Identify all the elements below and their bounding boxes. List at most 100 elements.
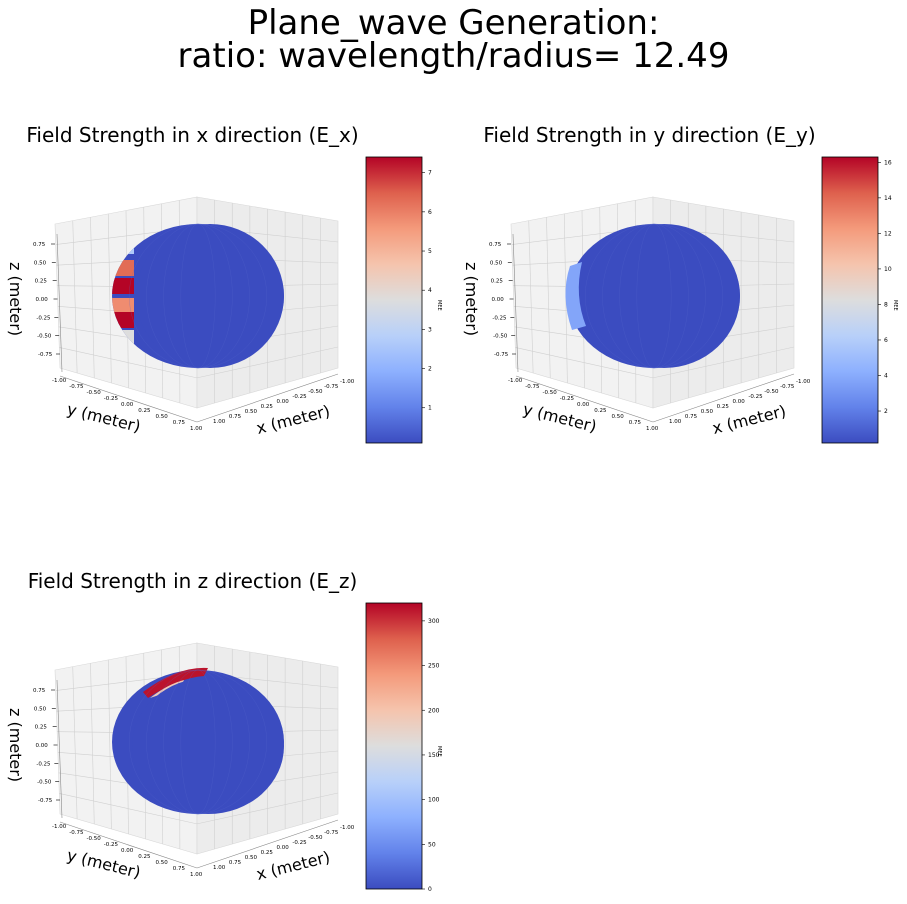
x-tick-label: 0.25 bbox=[261, 404, 274, 410]
x-axis-line bbox=[196, 819, 339, 869]
z-tick-label: 0.00 bbox=[36, 743, 49, 749]
y-tick-label: -0.50 bbox=[87, 836, 102, 842]
x-tick-label: 0.25 bbox=[717, 404, 730, 410]
x-tick-label: -1.00 bbox=[796, 379, 811, 385]
z-axis-label: z (meter) bbox=[6, 708, 25, 782]
mesh-line bbox=[128, 223, 268, 369]
y-axis-line bbox=[515, 375, 654, 423]
sphere-front bbox=[136, 224, 284, 368]
colorbar-tick-label: 100 bbox=[428, 797, 440, 804]
x-axis-line bbox=[196, 373, 339, 423]
x-tick-label: -0.50 bbox=[308, 389, 323, 395]
y-axis-line bbox=[59, 375, 198, 423]
grid-line bbox=[107, 659, 112, 830]
z-tick-label: -0.75 bbox=[38, 352, 53, 358]
colorbar-tick-label: 0 bbox=[428, 886, 432, 893]
x-tick-label: -0.25 bbox=[292, 840, 307, 846]
colorbar-tick-label: 16 bbox=[884, 159, 892, 166]
z-tick-label: -0.75 bbox=[494, 352, 509, 358]
x-tick-label: 0.00 bbox=[277, 845, 290, 851]
x-tick-label: 0.50 bbox=[245, 409, 258, 415]
colorbar-tick-label: 2 bbox=[428, 366, 432, 373]
y-tick-label: -0.50 bbox=[87, 390, 102, 396]
y-tick-label: 0.50 bbox=[612, 414, 625, 420]
chart-panel-ey: 0.750.500.250.00-0.25-0.50-0.75-1.00-0.7… bbox=[462, 156, 898, 444]
x-tick-label: -0.75 bbox=[324, 384, 339, 390]
colorbar-tick-label: 4 bbox=[428, 287, 432, 294]
grid-line bbox=[107, 213, 112, 384]
z-tick-label: 0.00 bbox=[492, 297, 505, 303]
grid-line bbox=[90, 663, 95, 825]
y-tick-label: -1.00 bbox=[508, 378, 523, 384]
colorbar-tick-label: 150 bbox=[428, 752, 440, 759]
z-tick-label: 0.25 bbox=[491, 279, 504, 285]
x-tick-label: 0.50 bbox=[245, 855, 258, 861]
surface-patch-hot bbox=[112, 298, 134, 314]
y-tick-label: 0.00 bbox=[121, 848, 134, 854]
y-tick-label: 1.00 bbox=[190, 426, 203, 432]
plot-3d-ex-ey-ez-1: 0.750.500.250.00-0.25-0.50-0.75-1.00-0.7… bbox=[462, 196, 811, 438]
x-tick-label: -0.75 bbox=[780, 384, 795, 390]
z-tick-label: 0.50 bbox=[34, 260, 47, 266]
plot-3d-ex-ey-ez-2: 0.750.500.250.00-0.25-0.50-0.75-1.00-0.7… bbox=[6, 642, 355, 884]
colorbar-label: MEE bbox=[436, 746, 442, 757]
surface-patch-hot bbox=[112, 278, 134, 294]
y-tick-label: -0.25 bbox=[104, 396, 119, 402]
y-tick-label: -0.75 bbox=[69, 830, 84, 836]
colorbar-tick-label: 10 bbox=[884, 266, 892, 273]
colorbar-label: MEE bbox=[892, 300, 898, 311]
y-axis-line bbox=[59, 821, 198, 869]
figure-title-line-1: Plane_wave Generation: bbox=[247, 3, 660, 43]
grid-line bbox=[546, 217, 551, 379]
y-tick-label: -0.75 bbox=[69, 384, 84, 390]
z-tick-label: 0.25 bbox=[35, 725, 48, 731]
y-tick-label: -0.25 bbox=[104, 842, 119, 848]
colorbar bbox=[821, 156, 879, 444]
x-axis-line bbox=[652, 373, 795, 423]
x-tick-label: -0.25 bbox=[292, 394, 307, 400]
y-tick-label: 0.75 bbox=[173, 420, 186, 426]
y-tick-label: 0.25 bbox=[138, 854, 151, 860]
z-axis-line bbox=[56, 679, 63, 819]
z-axis-line bbox=[56, 233, 63, 373]
subplot-title-ey: Field Strength in y direction (E_y) bbox=[483, 123, 816, 147]
z-tick-label: 0.75 bbox=[33, 688, 46, 694]
y-tick-label: 1.00 bbox=[646, 426, 659, 432]
x-tick-label: 0.75 bbox=[229, 414, 242, 420]
figure-title-line-2: ratio: wavelength/radius= 12.49 bbox=[177, 36, 730, 76]
z-tick-label: 0.75 bbox=[489, 242, 502, 248]
x-tick-label: -0.25 bbox=[748, 394, 763, 400]
x-tick-label: 0.50 bbox=[701, 409, 714, 415]
x-tick-label: 0.00 bbox=[277, 399, 290, 405]
colorbar-tick-label: 14 bbox=[884, 195, 892, 202]
y-tick-label: -0.50 bbox=[543, 390, 558, 396]
z-axis-label: z (meter) bbox=[6, 262, 25, 336]
colorbar-tick-label: 300 bbox=[428, 618, 440, 625]
x-tick-label: 1.00 bbox=[669, 419, 682, 425]
x-tick-label: 1.00 bbox=[213, 865, 226, 871]
y-tick-label: 0.75 bbox=[629, 420, 642, 426]
z-tick-label: 0.25 bbox=[35, 279, 48, 285]
x-tick-label: -0.50 bbox=[308, 835, 323, 841]
colorbar-tick-label: 3 bbox=[428, 326, 432, 333]
z-tick-label: 0.00 bbox=[36, 297, 49, 303]
colorbar bbox=[365, 156, 423, 444]
grid-line bbox=[72, 666, 78, 820]
colorbar-label: MEE bbox=[436, 300, 442, 311]
colorbar-tick-label: 8 bbox=[884, 301, 888, 308]
colorbar-tick-label: 50 bbox=[428, 841, 436, 848]
y-tick-label: 0.00 bbox=[121, 402, 134, 408]
y-tick-label: -1.00 bbox=[52, 378, 67, 384]
subplot-title-ez: Field Strength in z direction (E_z) bbox=[27, 569, 358, 593]
z-axis-line bbox=[512, 233, 519, 373]
colorbar-tick-label: 7 bbox=[428, 170, 432, 177]
z-tick-label: -0.25 bbox=[36, 315, 51, 321]
y-tick-label: -1.00 bbox=[52, 824, 67, 830]
surface-patch-warm bbox=[565, 262, 586, 330]
colorbar-tick-label: 2 bbox=[884, 408, 888, 415]
plot-3d-ex-ey-ez-0: 0.750.500.250.00-0.25-0.50-0.75-1.00-0.7… bbox=[6, 196, 355, 438]
y-tick-label: 0.50 bbox=[156, 860, 169, 866]
colorbar-tick-label: 6 bbox=[428, 209, 432, 216]
x-tick-label: 0.00 bbox=[733, 399, 746, 405]
x-tick-label: -0.50 bbox=[764, 389, 779, 395]
